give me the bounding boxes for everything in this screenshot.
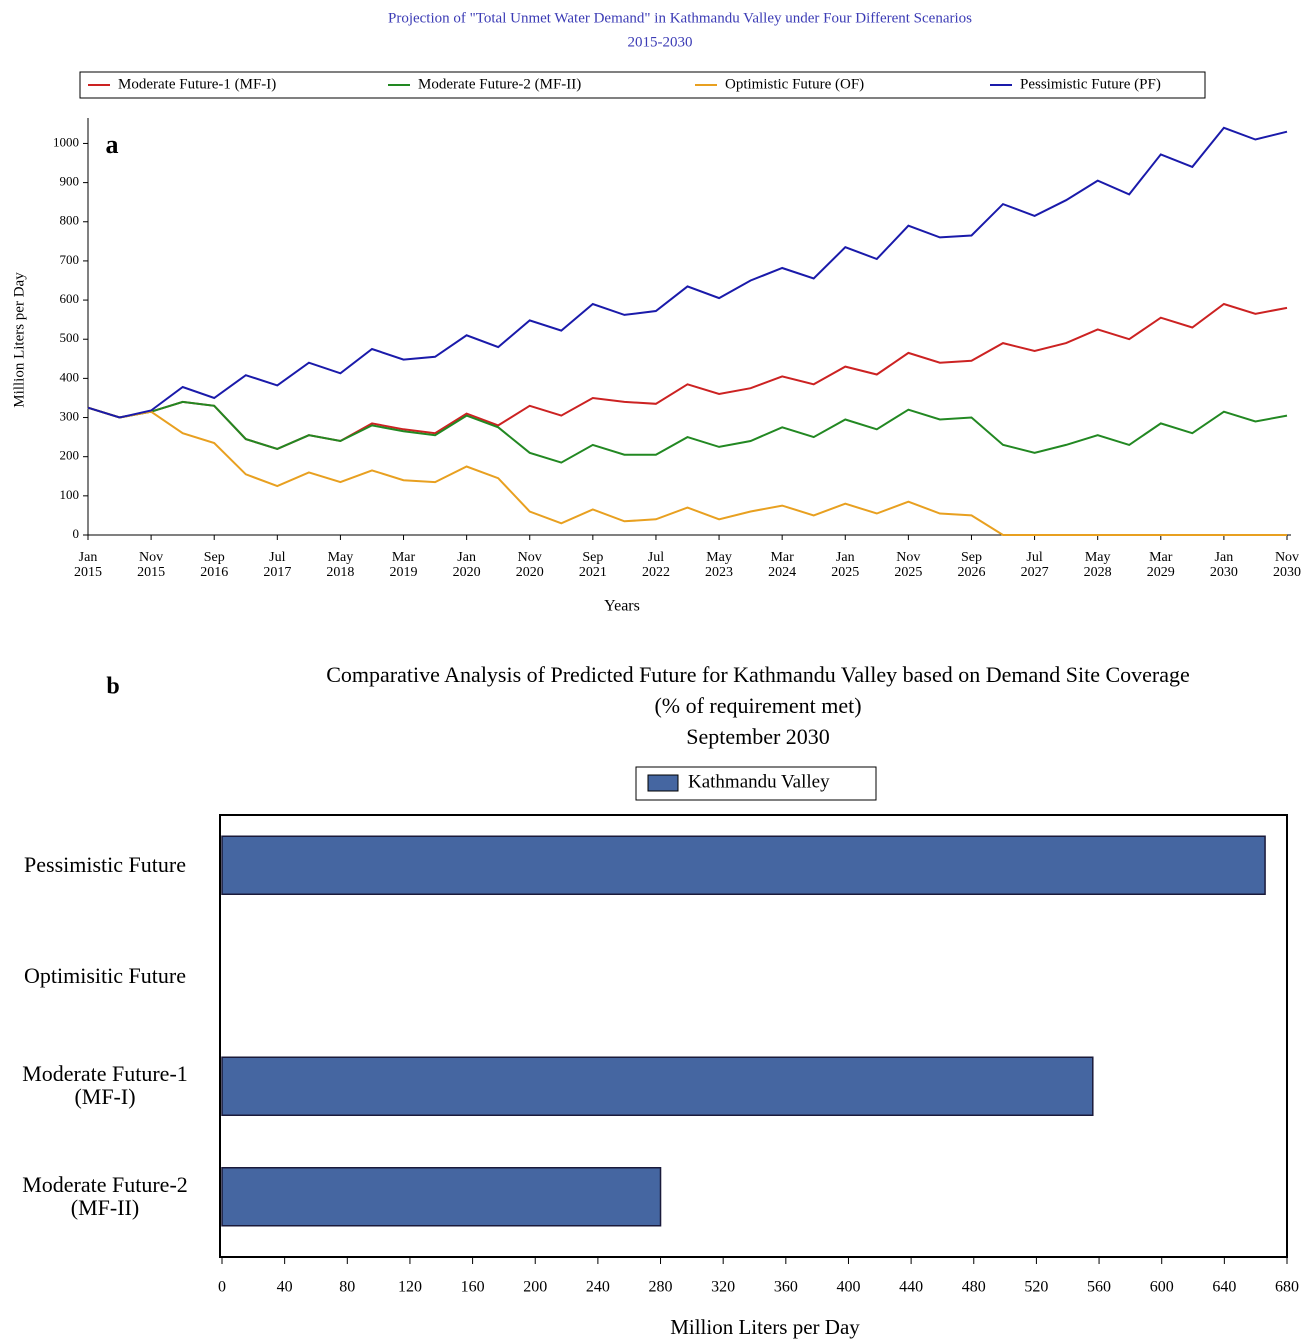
bar [221,1167,662,1227]
y-tick-label: Pessimistic Future [24,852,186,878]
y-tick-label: 900 [60,174,80,189]
x-tick-label: 480 [962,1279,986,1296]
x-tick-label: May 2018 [326,550,355,580]
x-axis-label: Million Liters per Day [670,1315,860,1339]
legend-box [635,766,877,801]
x-tick-label: 280 [649,1279,673,1296]
x-tick-label: Jan 2015 [74,550,102,580]
legend-label: Optimistic Future (OF) [725,76,864,92]
legend-label: Kathmandu Valley [688,771,830,792]
x-tick-label: 240 [586,1279,610,1296]
legend-label: Pessimistic Future (PF) [1020,76,1161,92]
y-tick-label: 800 [60,213,80,228]
series-line [87,400,1288,464]
plot-frame [219,814,1288,1258]
x-tick-label: 600 [1150,1279,1174,1296]
y-tick-label: 200 [60,448,80,463]
x-tick-label: Sep 2016 [200,550,229,580]
series-line [87,302,1288,450]
y-tick-label: 0 [73,526,80,541]
x-tick-label: May 2028 [1083,550,1112,580]
bar [221,835,1266,895]
legend-swatch [647,774,679,792]
x-tick-label: Sep 2021 [578,550,607,580]
bar [221,1056,1094,1116]
x-tick-label: Mar 2019 [389,550,418,580]
y-tick-label: 500 [60,330,80,345]
y-tick-label: 400 [60,369,80,384]
x-tick-label: 120 [398,1279,422,1296]
x-tick-label: 360 [774,1279,798,1296]
chart-title: Comparative Analysis of Predicted Future… [326,662,1190,687]
x-tick-label: May 2023 [705,550,734,580]
x-tick-label: 320 [711,1279,735,1296]
x-tick-label: 520 [1024,1279,1048,1296]
y-axis-label: Million Liters per Day [11,272,27,408]
chart-title: (% of requirement met) [654,693,861,718]
x-tick-label: 640 [1212,1279,1236,1296]
x-tick-label: 440 [899,1279,923,1296]
y-tick-label: 300 [60,409,80,424]
x-tick-label: 40 [277,1279,293,1296]
x-tick-label: Sep 2026 [957,550,986,580]
x-tick-label: Jan 2025 [831,550,860,580]
y-tick-label: 600 [60,291,80,306]
x-tick-label: 560 [1087,1279,1111,1296]
chart-title: Projection of "Total Unmet Water Demand"… [388,10,972,26]
x-tick-label: Nov 2020 [515,550,544,580]
y-tick-label: Optimisitic Future [24,962,186,988]
x-tick-label: Jan 2030 [1209,550,1238,580]
y-tick-label: Moderate Future-2 (MF-II) [22,1171,188,1220]
series-line [87,406,1287,536]
x-tick-label: 80 [339,1279,355,1296]
x-tick-label: Jan 2020 [452,550,481,580]
legend-box [79,71,1206,99]
panel-label: a [106,130,119,159]
panel-label: b [106,674,119,700]
x-axis-label: Years [604,598,640,615]
x-tick-label: Mar 2029 [1146,550,1175,580]
x-tick-label: Jul 2022 [641,550,670,580]
x-tick-label: 200 [523,1279,547,1296]
x-tick-label: Mar 2024 [768,550,797,580]
x-tick-label: Nov 2025 [894,550,923,580]
y-tick-label: Moderate Future-1 (MF-I) [22,1061,188,1110]
x-tick-label: 160 [461,1279,485,1296]
chart-subtitle: 2015-2030 [628,34,693,50]
x-tick-label: 0 [218,1279,226,1296]
legend-label: Moderate Future-2 (MF-II) [418,76,581,92]
y-tick-label: 1000 [53,134,79,149]
x-tick-label: Jul 2017 [263,550,292,580]
y-tick-label: 100 [60,487,80,502]
legend-label: Moderate Future-1 (MF-I) [118,76,276,92]
x-tick-label: Nov 2015 [137,550,166,580]
chart-title: September 2030 [686,724,830,749]
x-tick-label: 680 [1275,1279,1299,1296]
y-tick-label: 700 [60,252,80,267]
x-tick-label: 400 [836,1279,860,1296]
series-line [87,126,1288,419]
x-tick-label: Jul 2027 [1020,550,1049,580]
x-tick-label: Nov 2030 [1273,550,1301,580]
